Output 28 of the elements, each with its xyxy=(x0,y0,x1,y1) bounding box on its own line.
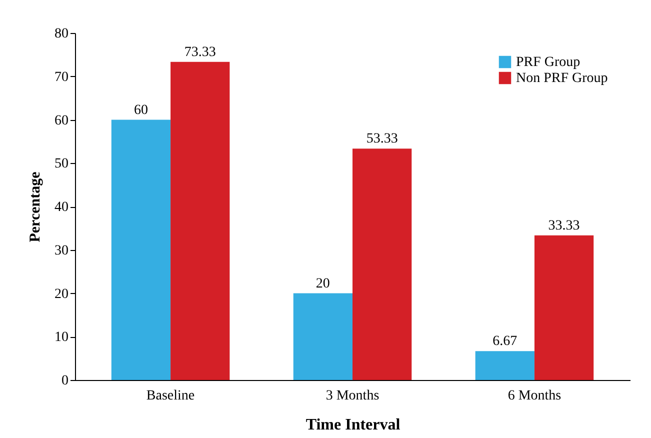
data-label: 73.33 xyxy=(184,44,216,60)
y-axis-title: Percentage xyxy=(28,171,44,242)
y-tick-label: 80 xyxy=(54,26,68,42)
y-tick-label: 60 xyxy=(54,113,68,128)
bar xyxy=(293,293,352,380)
data-label: 33.33 xyxy=(548,218,580,234)
y-tick-label: 50 xyxy=(54,156,68,172)
legend-label: Non PRF Group xyxy=(516,71,608,86)
bar xyxy=(475,351,534,380)
data-label: 60 xyxy=(134,102,148,118)
y-tick-label: 10 xyxy=(54,330,68,346)
bar xyxy=(111,120,171,380)
bar xyxy=(170,62,230,380)
y-tick-label: 70 xyxy=(54,70,68,85)
x-tick-label: 3 Months xyxy=(326,388,380,404)
x-tick-label: 6 Months xyxy=(508,388,562,404)
y-tick-label: 20 xyxy=(54,286,68,302)
y-tick-label: 0 xyxy=(62,374,68,388)
legend-label: PRF Group xyxy=(516,55,580,70)
bar xyxy=(534,235,594,380)
data-label: 53.33 xyxy=(366,132,398,147)
y-tick-label: 30 xyxy=(54,243,68,258)
data-label: 20 xyxy=(316,276,330,292)
y-tick-label: 40 xyxy=(54,200,68,215)
x-axis-title: Time Interval xyxy=(306,416,401,434)
x-tick-label: Baseline xyxy=(146,388,195,404)
bar xyxy=(352,148,412,380)
data-label: 6.67 xyxy=(492,334,518,350)
